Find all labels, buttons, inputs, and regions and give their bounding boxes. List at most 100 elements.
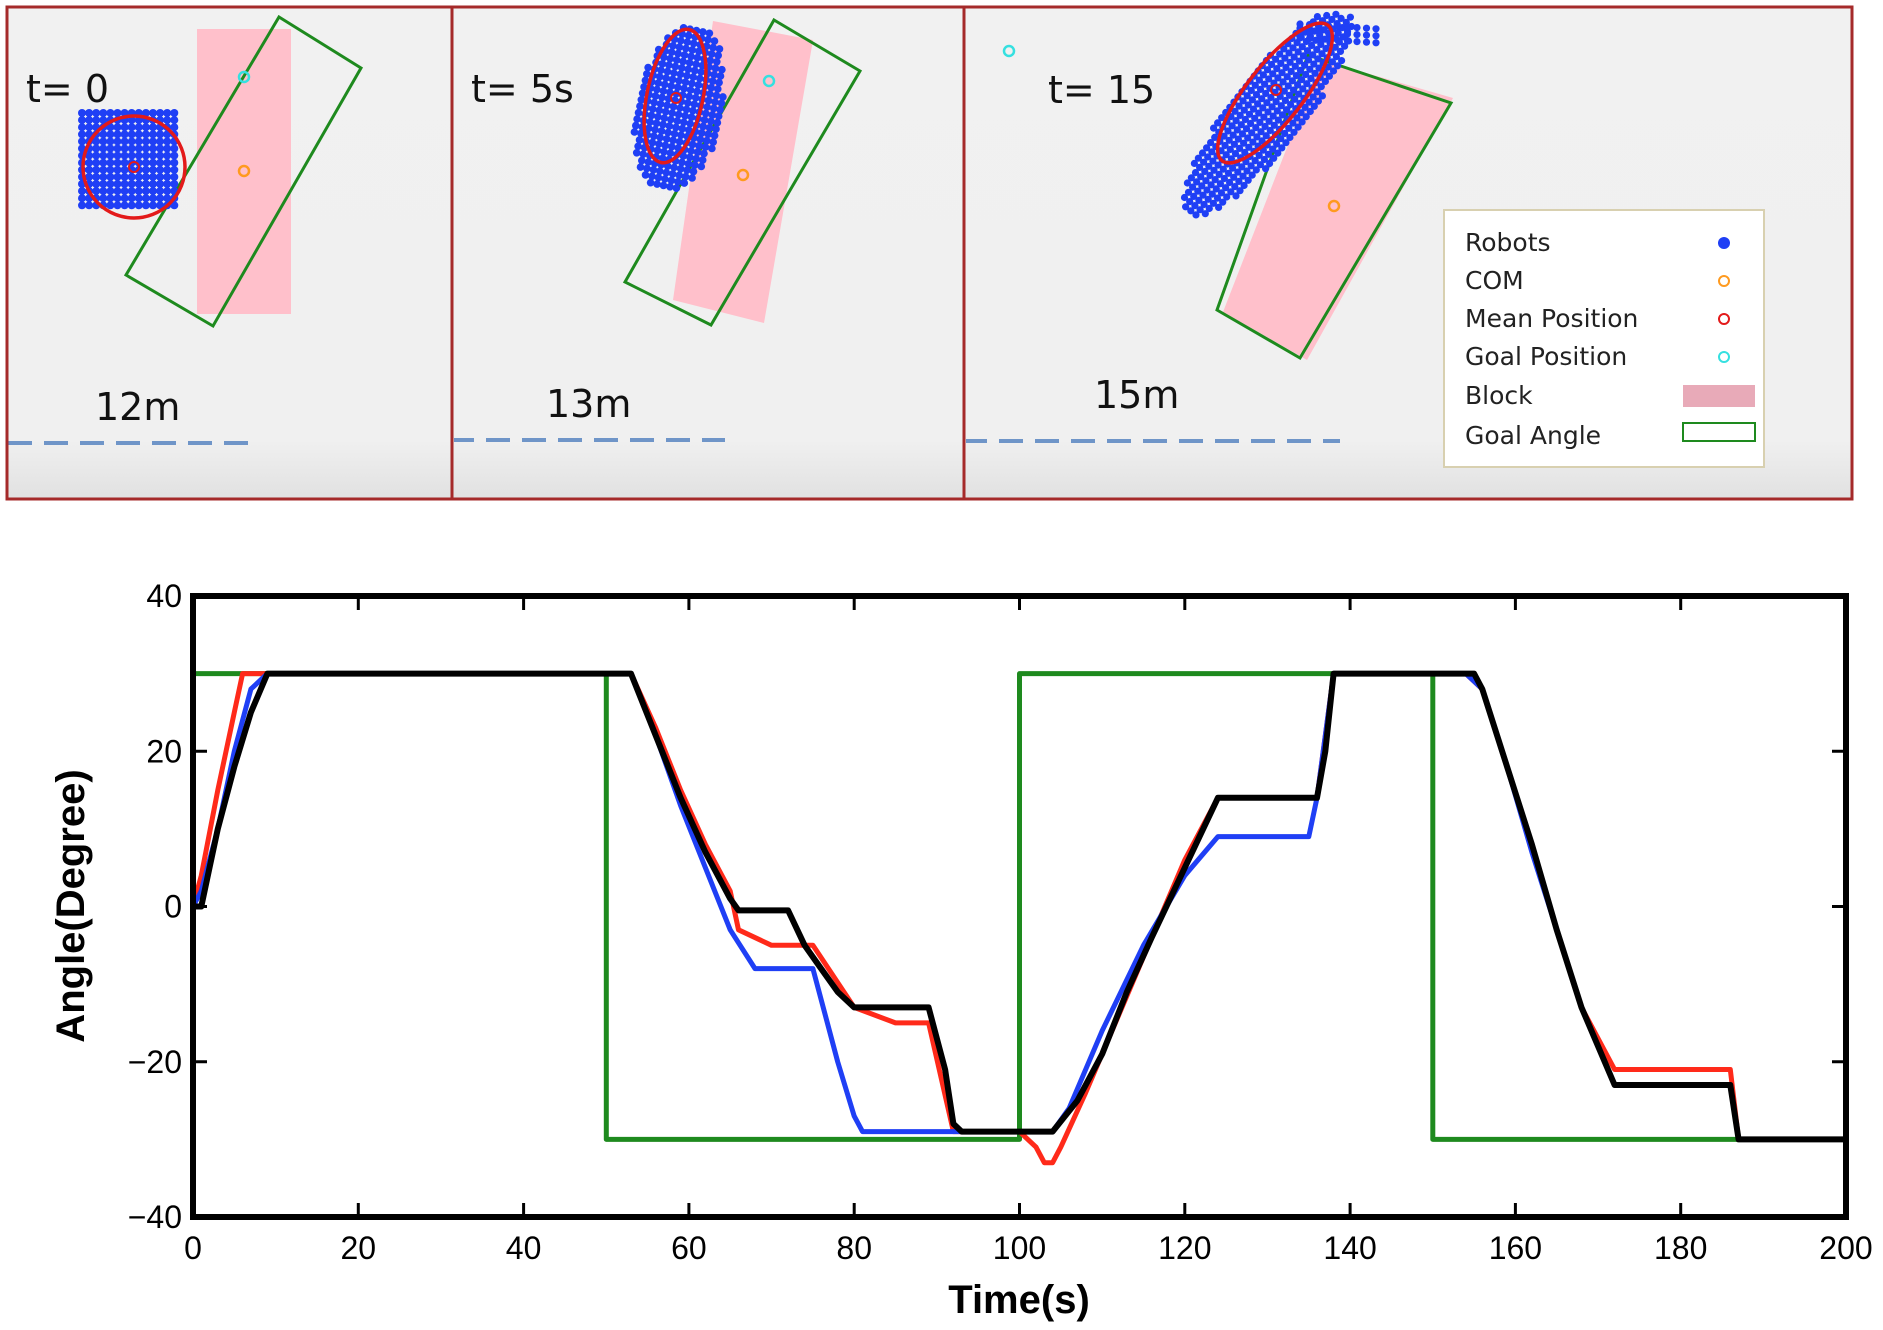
robot-dot	[1236, 111, 1244, 119]
robot-dot	[653, 180, 661, 188]
robot-dot	[683, 166, 691, 174]
robot-dot	[1260, 155, 1268, 164]
robot-dot	[1239, 172, 1247, 180]
robot-dot	[1258, 137, 1266, 145]
robot-dot	[85, 123, 94, 132]
robot-dot	[1215, 170, 1223, 178]
robot-dot	[141, 187, 150, 196]
robot-dot	[1248, 171, 1256, 179]
robot-dot	[1255, 151, 1263, 159]
robot-dot	[92, 180, 101, 188]
robot-dot	[700, 116, 709, 124]
robot-dot	[1231, 150, 1240, 158]
robot-dot	[85, 165, 94, 174]
robot-dot	[714, 112, 723, 120]
robot-dot	[1208, 148, 1216, 156]
robot-dot	[141, 172, 150, 181]
robot-dot	[658, 154, 667, 163]
robot-dot	[1318, 92, 1326, 100]
robot-dot	[1204, 153, 1212, 161]
robot-dot	[710, 37, 719, 45]
robot-dot	[665, 122, 674, 130]
robot-dot	[712, 125, 720, 133]
robot-dot	[650, 98, 658, 107]
robot-dot	[134, 137, 143, 146]
goal-angle-rect	[1215, 53, 1454, 361]
robot-dot	[1285, 91, 1294, 99]
robot-dot	[149, 151, 157, 160]
robot-dot	[1306, 65, 1314, 73]
robot-dot	[657, 127, 666, 135]
robot-dot	[644, 158, 653, 166]
robot-dot	[1305, 98, 1313, 106]
robot-dot	[668, 170, 677, 178]
robot-dot	[651, 125, 659, 134]
robot-dot	[106, 194, 115, 203]
robot-dot	[1221, 141, 1229, 150]
robot-dot	[647, 111, 656, 120]
robot-dot	[643, 164, 651, 173]
robot-dot	[92, 116, 101, 125]
x-tick-label: 40	[506, 1230, 542, 1266]
robot-dot	[1240, 181, 1248, 190]
robot-dot	[1281, 54, 1289, 62]
robot-dot	[1238, 163, 1246, 171]
robot-dot	[1198, 149, 1207, 157]
robot-dot	[1214, 119, 1222, 127]
robot-dot	[656, 100, 665, 108]
robot-dot	[127, 144, 136, 153]
robot-dot	[149, 144, 157, 153]
robot-dot	[92, 151, 101, 160]
robot-dot	[1296, 34, 1304, 42]
robot-dot	[713, 58, 721, 66]
x-tick-label: 20	[341, 1230, 377, 1266]
robot-dot	[170, 151, 179, 160]
robot-dot	[1244, 134, 1252, 142]
robot-dot	[1331, 43, 1339, 51]
legend-item-goal-position: Goal Position	[1465, 342, 1730, 371]
mean-position-marker	[670, 92, 682, 104]
robot-dot	[691, 94, 700, 102]
robot-dot	[120, 158, 129, 167]
robot-swarm	[78, 109, 179, 210]
robot-dot	[156, 137, 165, 146]
robot-dot	[1206, 171, 1214, 180]
robot-dot	[670, 130, 679, 138]
robot-dot	[1234, 135, 1242, 143]
robot-dot	[78, 194, 86, 203]
robot-dot	[1273, 65, 1281, 73]
robot-dot	[1278, 69, 1286, 77]
robot-dot	[156, 130, 165, 139]
robot-dot	[1245, 143, 1253, 151]
robot-dot	[156, 158, 165, 167]
robot-dot	[684, 99, 692, 107]
robot-dot	[1245, 110, 1254, 118]
robot-dot	[638, 89, 647, 98]
robot-dot	[149, 194, 157, 203]
robot-dot	[1285, 49, 1293, 57]
robot-dot	[99, 165, 108, 174]
robot-dot	[1308, 41, 1316, 50]
robot-dot	[661, 175, 669, 183]
robot-dot	[649, 166, 658, 174]
robot-dot	[1265, 117, 1273, 125]
robot-dot	[1317, 83, 1325, 91]
robot-dot	[1305, 35, 1314, 43]
robot-dot	[92, 158, 101, 167]
robot-dot	[1311, 69, 1319, 77]
robot-dot	[692, 60, 700, 68]
robot-dot	[660, 80, 669, 89]
x-ticks: 0 20 40 60 80 100 120 140 160 180 200	[184, 596, 1873, 1266]
robot-dot	[1289, 86, 1298, 94]
robot-dot	[654, 113, 662, 121]
robot-dot	[1277, 102, 1285, 110]
robot-dot	[638, 156, 646, 165]
robot-dot	[675, 77, 683, 85]
robot-dot	[163, 180, 172, 188]
robot-dot	[1264, 150, 1273, 158]
robot-dot	[675, 171, 683, 180]
robot-dot	[1313, 13, 1321, 21]
robot-dot	[662, 135, 671, 143]
robot-dot	[1337, 14, 1345, 22]
robot-dot	[85, 201, 94, 210]
